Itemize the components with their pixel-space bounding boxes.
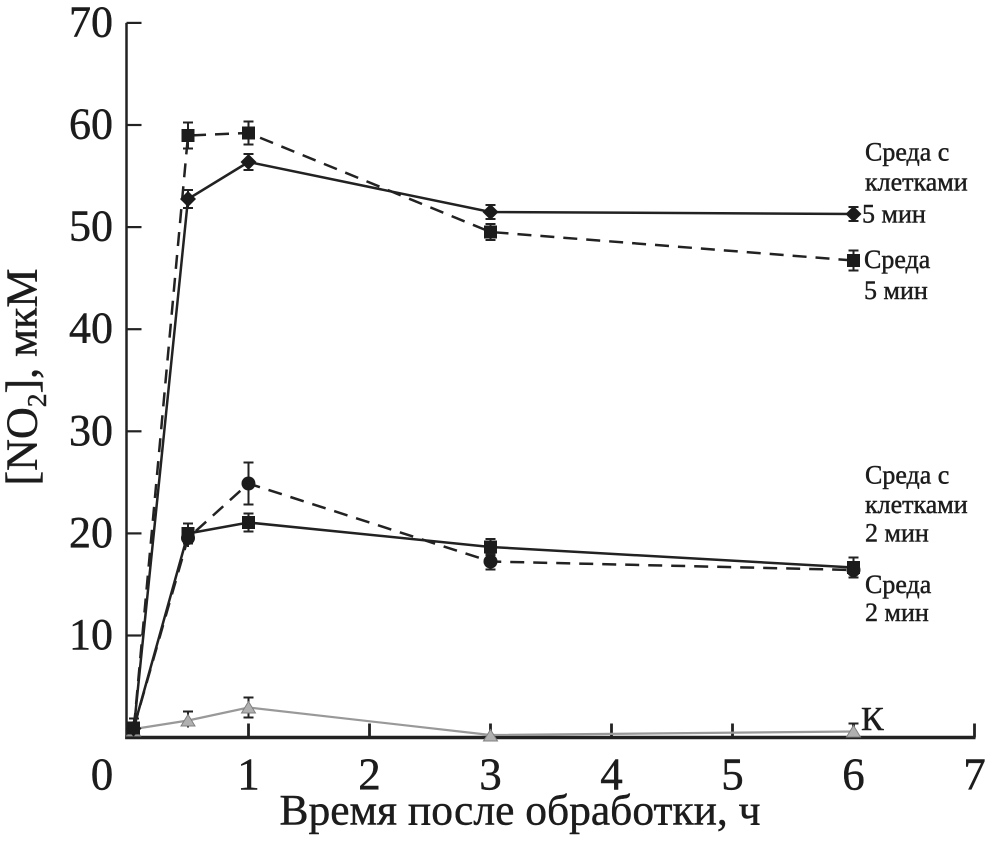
- svg-text:3: 3: [479, 750, 502, 800]
- svg-text:2: 2: [358, 750, 381, 800]
- svg-text:Среда: Среда: [865, 570, 932, 599]
- svg-text:Среда с: Среда с: [865, 137, 949, 166]
- svg-text:клетками: клетками: [865, 168, 968, 197]
- svg-text:6: 6: [842, 750, 865, 800]
- svg-text:30: 30: [69, 406, 113, 455]
- svg-text:0: 0: [91, 750, 114, 800]
- svg-text:клетками: клетками: [865, 490, 968, 519]
- svg-text:5 мин: 5 мин: [864, 276, 928, 305]
- svg-text:2 мин: 2 мин: [865, 519, 929, 548]
- svg-text:Среда: Среда: [864, 245, 931, 274]
- svg-text:50: 50: [69, 202, 113, 251]
- svg-text:5 мин: 5 мин: [862, 200, 926, 229]
- svg-text:Среда с: Среда с: [865, 461, 949, 490]
- svg-text:[NO2], мкМ: [NO2], мкМ: [0, 269, 52, 486]
- svg-text:2 мин: 2 мин: [865, 598, 929, 627]
- svg-text:4: 4: [600, 750, 623, 800]
- svg-text:1: 1: [237, 750, 260, 800]
- svg-text:60: 60: [69, 100, 113, 149]
- svg-text:10: 10: [69, 610, 113, 659]
- svg-text:К: К: [861, 701, 884, 738]
- svg-text:20: 20: [69, 508, 113, 557]
- svg-text:40: 40: [69, 304, 113, 353]
- svg-text:5: 5: [721, 750, 744, 800]
- svg-text:Время после обработки, ч: Время после обработки, ч: [279, 787, 760, 835]
- svg-text:70: 70: [69, 0, 113, 46]
- svg-text:7: 7: [963, 750, 986, 800]
